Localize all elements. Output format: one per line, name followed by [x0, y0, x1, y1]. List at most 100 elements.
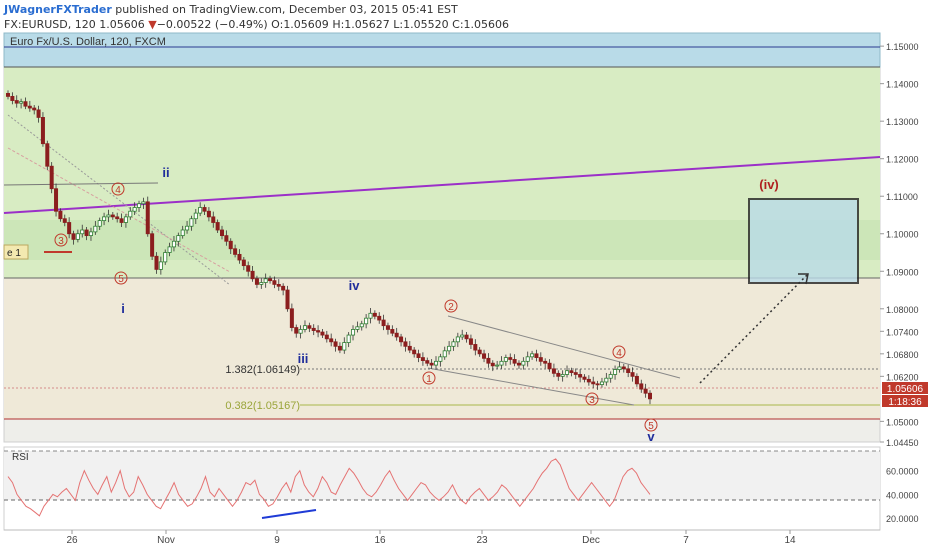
candle-body	[648, 392, 653, 400]
candle-body	[595, 383, 600, 386]
candle	[219, 225, 224, 240]
candle	[551, 363, 556, 378]
target-box[interactable]	[748, 198, 859, 284]
fib-label-0382: 0.382(1.05167)	[225, 400, 300, 412]
candle	[123, 213, 128, 228]
candle	[289, 303, 294, 332]
candle	[630, 367, 635, 382]
candle-body	[490, 362, 495, 367]
candle-body	[206, 210, 211, 218]
candle	[477, 347, 482, 357]
candle-body	[617, 366, 622, 370]
candle	[198, 202, 203, 217]
candle-body	[586, 378, 591, 383]
candle-body	[416, 353, 421, 358]
candle	[534, 349, 539, 362]
candle-body	[591, 381, 596, 385]
candle-body	[438, 356, 443, 362]
candle-body	[516, 362, 521, 366]
price-tick-label: 1.13000	[886, 117, 919, 127]
dotted-trendline-1[interactable]	[7, 114, 231, 286]
target-projection-arrow[interactable]	[699, 273, 809, 384]
dotted-trendline-2[interactable]	[7, 147, 231, 273]
candle	[643, 383, 648, 398]
candle	[285, 285, 290, 312]
candle	[14, 95, 19, 108]
candle	[403, 337, 408, 352]
wave-target-iv: (iv)	[759, 177, 779, 192]
candle-body	[351, 329, 356, 336]
candle	[259, 278, 264, 289]
candle-body	[80, 229, 85, 235]
wave-circled-4: 4	[115, 185, 121, 196]
candle	[333, 338, 338, 352]
candle-body	[324, 334, 329, 340]
price-tick-label: 1.14000	[886, 80, 919, 90]
wave-circled-4b: 4	[616, 348, 622, 359]
candle	[237, 249, 242, 264]
candle	[6, 90, 11, 100]
published-text: published on TradingView.com, December 0…	[111, 3, 458, 16]
candle	[385, 322, 390, 335]
candle-body	[19, 101, 24, 104]
channel-lower[interactable]	[427, 367, 635, 406]
candle-body	[316, 330, 321, 333]
price-tick-label: 1.11000	[886, 192, 918, 202]
candle	[626, 364, 631, 378]
candle	[547, 359, 552, 372]
purple-trendline[interactable]	[3, 156, 881, 214]
countdown-tag	[882, 395, 928, 407]
candle	[254, 275, 259, 289]
candle-body	[547, 362, 552, 370]
candle	[150, 230, 155, 261]
candle-body	[215, 222, 220, 231]
candle	[569, 367, 574, 377]
candle	[364, 314, 369, 329]
candle	[137, 200, 142, 212]
candle	[193, 208, 198, 224]
candle	[608, 371, 613, 383]
candle-body	[512, 359, 517, 364]
candle-body	[224, 235, 229, 242]
rsi-tick-label: 20.0000	[886, 514, 919, 524]
candle-body	[508, 357, 513, 360]
candle-body	[158, 261, 163, 270]
candle-body	[355, 326, 360, 330]
candle	[250, 266, 255, 282]
rsi-divergence-line[interactable]	[261, 509, 317, 519]
author-link[interactable]: JWagnerFXTrader	[4, 3, 112, 16]
candle	[268, 275, 273, 284]
rsi-band	[4, 451, 880, 500]
candle-body	[639, 383, 644, 390]
candle	[40, 112, 45, 147]
resistance-zone-top	[3, 32, 881, 68]
rsi-tick-label: 60.0000	[886, 467, 919, 477]
candle-body	[320, 331, 325, 336]
rsi-tick-label: 40.0000	[886, 490, 919, 500]
price-tick-label: 1.10000	[886, 230, 919, 240]
price-tick-label: 1.04450	[886, 438, 919, 448]
candle-body	[285, 289, 290, 310]
wave-ii-line[interactable]	[3, 182, 159, 186]
time-axis[interactable]: 26 Nov 9 16 23 Dec 7 14	[4, 529, 880, 546]
candle-body	[433, 360, 438, 366]
candle	[634, 373, 639, 387]
candle-body	[10, 96, 15, 101]
candle-body	[621, 366, 626, 370]
candle	[595, 380, 600, 390]
price-value: 1.05606	[99, 18, 145, 31]
time-tick-label: Dec	[582, 535, 600, 546]
candle	[302, 320, 307, 333]
candle-body	[58, 210, 63, 220]
candle	[97, 217, 102, 230]
candle	[586, 375, 591, 386]
candle-body	[93, 225, 98, 233]
price-axis[interactable]: 1.15000 1.14000 1.13000 1.12000 1.11000 1.100…	[880, 42, 919, 448]
channel-upper[interactable]	[447, 315, 681, 379]
candle	[543, 358, 548, 369]
candle	[342, 337, 347, 354]
candle-body	[241, 259, 246, 267]
candle-body	[71, 233, 76, 240]
candle	[473, 339, 478, 356]
